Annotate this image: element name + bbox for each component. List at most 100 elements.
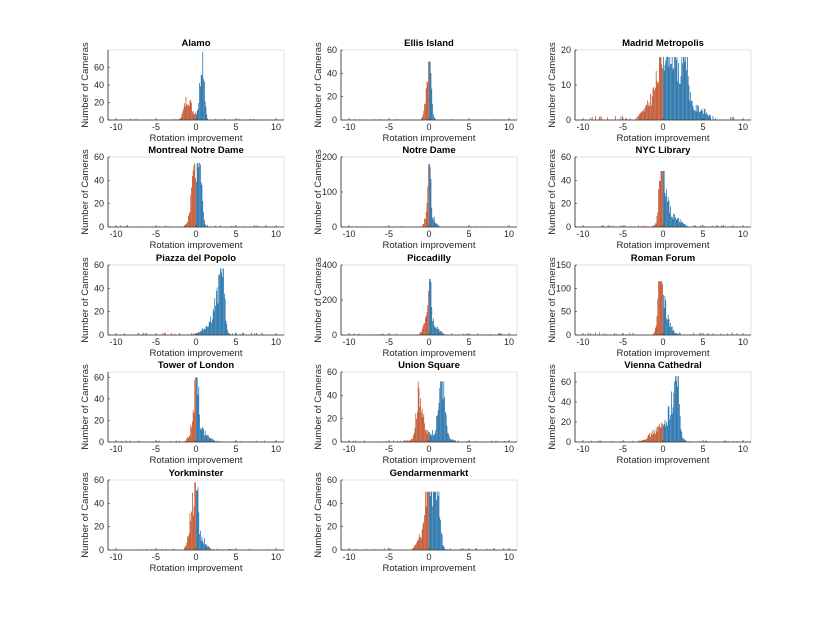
y-tick-label: 150 <box>556 260 571 270</box>
histogram-bar <box>432 103 433 120</box>
histogram-bar <box>655 427 657 442</box>
histogram-bar <box>205 106 207 120</box>
histogram-bar <box>184 103 185 120</box>
histogram-bar <box>208 435 209 442</box>
x-tick-label: -5 <box>152 444 160 454</box>
histogram-bar <box>639 114 640 120</box>
histogram-bar <box>642 110 643 120</box>
histogram-bar <box>206 325 208 335</box>
x-tick-label: 0 <box>660 229 665 239</box>
histogram-bar <box>699 333 700 335</box>
histogram-bar <box>705 114 707 120</box>
histogram-bar <box>671 63 672 120</box>
histogram-bar <box>419 406 421 442</box>
histogram-bar <box>215 225 216 227</box>
histogram-bar <box>645 105 647 120</box>
histogram-bar <box>189 435 191 442</box>
histogram-bar <box>425 429 427 442</box>
histogram-bar <box>700 332 702 335</box>
histogram-bar <box>192 492 193 550</box>
x-tick-label: 5 <box>233 122 238 132</box>
y-tick-label: 20 <box>561 417 571 427</box>
histogram-bar <box>663 171 665 227</box>
histogram-bar <box>665 300 667 335</box>
histogram-bar <box>210 548 212 550</box>
histogram-bar <box>185 96 187 120</box>
y-tick-label: 60 <box>94 372 104 382</box>
histogram-bar <box>441 381 442 442</box>
histogram-bar <box>416 418 417 442</box>
histogram-bar <box>683 223 685 227</box>
histogram-bar <box>124 333 125 335</box>
histogram-bar <box>661 281 663 335</box>
histogram-bar <box>421 538 422 550</box>
panel-title: Piccadilly <box>407 253 452 264</box>
histogram-bar <box>438 329 440 335</box>
histogram-bar <box>388 547 389 550</box>
histogram-bar <box>198 512 200 550</box>
histogram-bar <box>198 386 200 442</box>
histogram-bar <box>390 548 392 550</box>
axes-box <box>340 371 518 443</box>
histogram-bar <box>660 281 662 335</box>
histogram-bar <box>646 439 647 442</box>
histogram-bar <box>207 546 208 550</box>
histogram-bar <box>218 119 220 120</box>
histogram-bar <box>434 491 436 550</box>
histogram-bar <box>466 333 468 335</box>
histogram-bar <box>601 441 603 442</box>
histogram-bar <box>146 548 148 550</box>
histogram-bar <box>434 327 436 335</box>
histogram-bar <box>439 331 441 335</box>
histogram-bar <box>220 268 221 335</box>
histogram-bar <box>411 438 413 442</box>
histogram-bar <box>433 117 435 120</box>
histogram-bar <box>428 290 429 335</box>
histogram-bar <box>396 119 397 120</box>
x-tick-label: 10 <box>504 229 514 239</box>
histogram-bar <box>490 549 492 550</box>
histogram-bar <box>663 57 664 120</box>
histogram-bar <box>179 440 180 442</box>
histogram-bar <box>425 316 427 335</box>
histogram-bar <box>440 330 441 335</box>
histogram-bar <box>197 487 199 550</box>
x-tick-label: -5 <box>619 444 627 454</box>
histogram-bar <box>195 482 196 550</box>
histogram-bar <box>452 119 453 120</box>
histogram-bar <box>663 307 665 335</box>
histogram-bar <box>707 114 708 120</box>
x-tick-label: -5 <box>385 552 393 562</box>
y-tick-label: 20 <box>94 522 104 532</box>
x-tick-label: 0 <box>426 337 431 347</box>
histogram-bar <box>667 57 669 120</box>
y-axis-label: Number of Cameras <box>80 149 91 235</box>
y-tick-label: 20 <box>561 45 571 55</box>
histogram-bar <box>727 333 728 335</box>
histogram-bar <box>426 433 428 442</box>
histogram-bar <box>434 118 436 120</box>
panel-title: Union Square <box>398 360 460 371</box>
histogram-bar <box>671 326 673 335</box>
y-tick-label: 0 <box>99 437 104 447</box>
histogram-bar <box>677 386 679 442</box>
histogram-bar <box>170 441 172 442</box>
histogram-bar <box>681 221 683 227</box>
x-tick-label: -10 <box>576 337 589 347</box>
histogram-bar <box>687 76 689 120</box>
histogram-bar <box>656 215 658 227</box>
histogram-bar <box>693 109 695 120</box>
histogram-bar <box>381 333 383 335</box>
histogram-bar <box>622 333 623 335</box>
histogram-bar <box>420 331 421 335</box>
histogram-bar <box>476 440 477 442</box>
histogram-bar <box>603 333 604 335</box>
histogram-bar <box>244 226 245 227</box>
histogram-bar <box>667 405 669 442</box>
histogram-bar <box>442 545 444 550</box>
histogram-bar <box>209 547 211 550</box>
histogram-bar <box>647 100 648 120</box>
histogram-bar <box>414 545 416 550</box>
histogram-bar <box>653 225 655 227</box>
y-tick-label: 60 <box>561 152 571 162</box>
